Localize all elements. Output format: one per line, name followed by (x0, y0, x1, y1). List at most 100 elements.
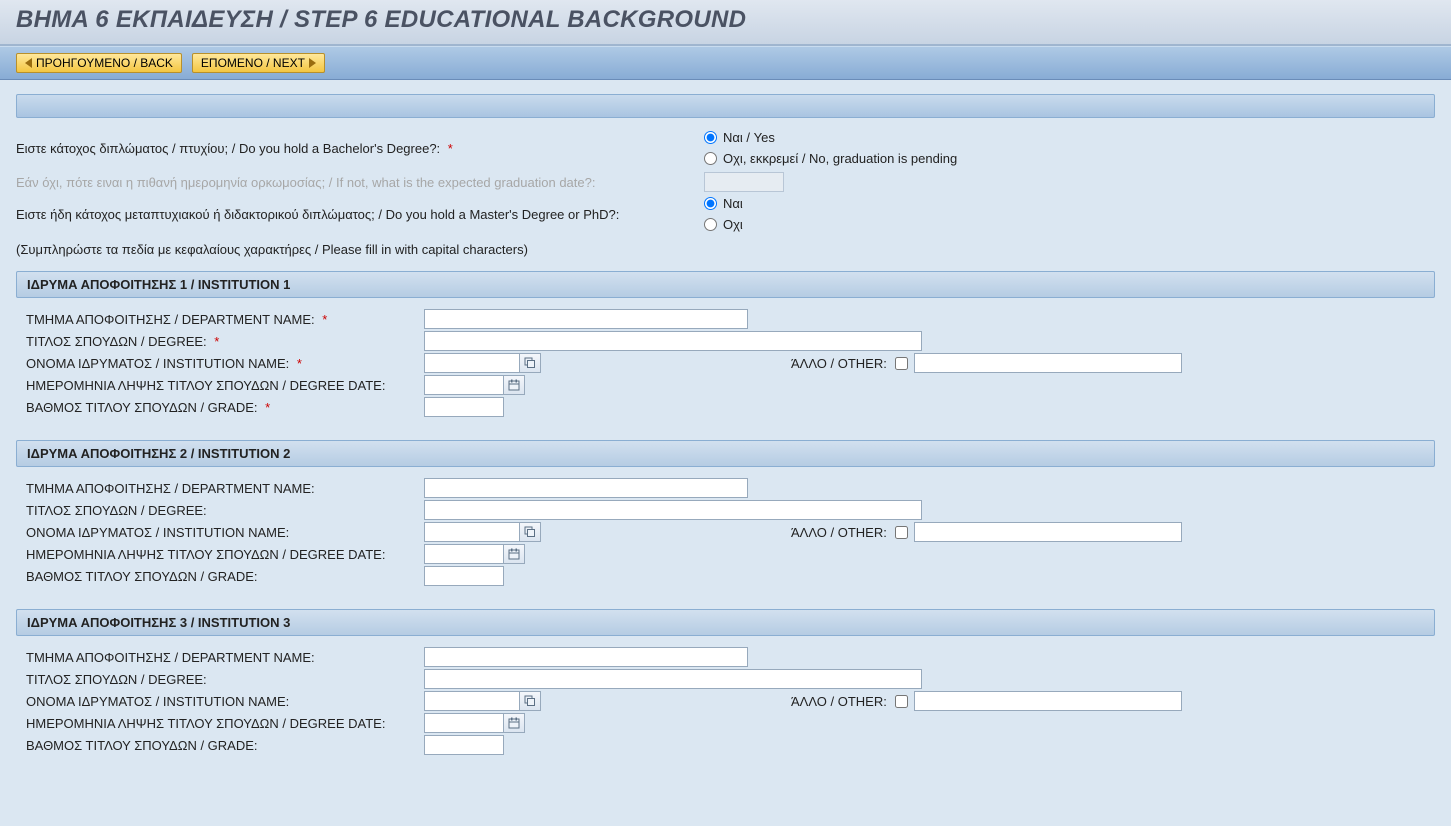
masters-label: Ειστε ήδη κάτοχος μεταπτυχιακού ή διδακτ… (16, 207, 704, 222)
institution-3-header: ΙΔΡΥΜΑ ΑΠΟΦΟΙΤΗΣΗΣ 3 / INSTITUTION 3 (16, 609, 1435, 636)
section-divider (16, 94, 1435, 118)
date-input-1[interactable] (424, 375, 504, 395)
degree-row-1: ΤΙΤΛΟΣ ΣΠΟΥΔΩΝ / DEGREE: * (26, 330, 1425, 352)
bachelor-radios: Ναι / Yes Οχι, εκκρεμεί / No, graduation… (704, 130, 957, 166)
inst-input-2[interactable] (424, 522, 520, 542)
grade-label: ΒΑΘΜΟΣ ΤΙΤΛΟΥ ΣΠΟΥΔΩΝ / GRADE: * (26, 400, 424, 415)
row-bachelor: Ειστε κάτοχος διπλώματος / πτυχίου; / Do… (16, 130, 1435, 166)
back-button-label: ΠΡΟΗΓΟΥΜΕΝΟ / BACK (36, 54, 173, 72)
grade-label: ΒΑΘΜΟΣ ΤΙΤΛΟΥ ΣΠΟΥΔΩΝ / GRADE: (26, 569, 424, 584)
masters-no-option[interactable]: Οχι (704, 217, 743, 232)
degree-input-3[interactable] (424, 669, 922, 689)
inst-label: ΟΝΟΜΑ ΙΔΡΥΜΑΤΟΣ / INSTITUTION NAME: (26, 525, 424, 540)
inst-input-3[interactable] (424, 691, 520, 711)
date-picker-button-2[interactable] (503, 544, 525, 564)
required-marker: * (322, 312, 327, 327)
bachelor-yes-radio[interactable] (704, 131, 717, 144)
institution-2-header: ΙΔΡΥΜΑ ΑΠΟΦΟΙΤΗΣΗΣ 2 / INSTITUTION 2 (16, 440, 1435, 467)
masters-yes-radio[interactable] (704, 197, 717, 210)
arrow-left-icon (25, 58, 32, 68)
calendar-icon (508, 548, 520, 560)
bachelor-yes-option[interactable]: Ναι / Yes (704, 130, 957, 145)
date-picker-button-1[interactable] (503, 375, 525, 395)
date-label: ΗΜΕΡΟΜΗΝΙΑ ΛΗΨΗΣ ΤΙΤΛΟΥ ΣΠΟΥΔΩΝ / DEGREE… (26, 716, 424, 731)
degree-label: ΤΙΤΛΟΣ ΣΠΟΥΔΩΝ / DEGREE: (26, 503, 424, 518)
page-title: ΒΗΜΑ 6 ΕΚΠΑΙΔΕΥΣΗ / STEP 6 EDUCATIONAL B… (16, 6, 1435, 34)
dept-input-3[interactable] (424, 647, 748, 667)
expected-date-input (704, 172, 784, 192)
grade-row-2: ΒΑΘΜΟΣ ΤΙΤΛΟΥ ΣΠΟΥΔΩΝ / GRADE: (26, 565, 1425, 587)
grade-row-1: ΒΑΘΜΟΣ ΤΙΤΛΟΥ ΣΠΟΥΔΩΝ / GRADE: * (26, 396, 1425, 418)
next-button[interactable]: ΕΠΟΜΕΝΟ / NEXT (192, 53, 325, 73)
lookup-icon (524, 695, 536, 707)
grade-input-1[interactable] (424, 397, 504, 417)
inst-lookup-button-1[interactable] (519, 353, 541, 373)
degree-input-2[interactable] (424, 500, 922, 520)
other-input-3[interactable] (914, 691, 1182, 711)
masters-yes-option[interactable]: Ναι (704, 196, 743, 211)
form-body: Ειστε κάτοχος διπλώματος / πτυχίου; / Do… (0, 80, 1451, 810)
inst-lookup-button-3[interactable] (519, 691, 541, 711)
other-checkbox-1[interactable] (895, 357, 908, 370)
bachelor-no-radio[interactable] (704, 152, 717, 165)
other-label: ΆΛΛΟ / OTHER: (791, 525, 887, 540)
grade-input-3[interactable] (424, 735, 504, 755)
arrow-right-icon (309, 58, 316, 68)
other-checkbox-3[interactable] (895, 695, 908, 708)
masters-yes-label: Ναι (723, 196, 743, 211)
masters-no-label: Οχι (723, 217, 743, 232)
required-marker: * (297, 356, 302, 371)
capital-hint: (Συμπληρώστε τα πεδία με κεφαλαίους χαρα… (16, 242, 1435, 257)
bachelor-label: Ειστε κάτοχος διπλώματος / πτυχίου; / Do… (16, 141, 704, 156)
calendar-icon (508, 717, 520, 729)
inst-label: ΟΝΟΜΑ ΙΔΡΥΜΑΤΟΣ / INSTITUTION NAME: (26, 694, 424, 709)
date-input-2[interactable] (424, 544, 504, 564)
grade-label: ΒΑΘΜΟΣ ΤΙΤΛΟΥ ΣΠΟΥΔΩΝ / GRADE: (26, 738, 424, 753)
degree-row-2: ΤΙΤΛΟΣ ΣΠΟΥΔΩΝ / DEGREE: (26, 499, 1425, 521)
bachelor-no-label: Οχι, εκκρεμεί / No, graduation is pendin… (723, 151, 957, 166)
degree-input-1[interactable] (424, 331, 922, 351)
other-checkbox-2[interactable] (895, 526, 908, 539)
date-label: ΗΜΕΡΟΜΗΝΙΑ ΛΗΨΗΣ ΤΙΤΛΟΥ ΣΠΟΥΔΩΝ / DEGREE… (26, 547, 424, 562)
date-row-3: ΗΜΕΡΟΜΗΝΙΑ ΛΗΨΗΣ ΤΙΤΛΟΥ ΣΠΟΥΔΩΝ / DEGREE… (26, 712, 1425, 734)
degree-label: ΤΙΤΛΟΣ ΣΠΟΥΔΩΝ / DEGREE: (26, 672, 424, 687)
degree-row-3: ΤΙΤΛΟΣ ΣΠΟΥΔΩΝ / DEGREE: (26, 668, 1425, 690)
date-row-2: ΗΜΕΡΟΜΗΝΙΑ ΛΗΨΗΣ ΤΙΤΛΟΥ ΣΠΟΥΔΩΝ / DEGREE… (26, 543, 1425, 565)
inst-row-1: ΟΝΟΜΑ ΙΔΡΥΜΑΤΟΣ / INSTITUTION NAME: * ΆΛ… (26, 352, 1425, 374)
row-expected-date: Εάν όχι, πότε ειναι η πιθανή ημερομηνία … (16, 172, 1435, 192)
inst-row-3: ΟΝΟΜΑ ΙΔΡΥΜΑΤΟΣ / INSTITUTION NAME: ΆΛΛΟ… (26, 690, 1425, 712)
dept-input-1[interactable] (424, 309, 748, 329)
date-picker-button-3[interactable] (503, 713, 525, 733)
bachelor-yes-label: Ναι / Yes (723, 130, 775, 145)
dept-label: ΤΜΗΜΑ ΑΠΟΦΟΙΤΗΣΗΣ / DEPARTMENT NAME: (26, 650, 424, 665)
dept-label: ΤΜΗΜΑ ΑΠΟΦΟΙΤΗΣΗΣ / DEPARTMENT NAME: (26, 481, 424, 496)
institution-1-body: ΤΜΗΜΑ ΑΠΟΦΟΙΤΗΣΗΣ / DEPARTMENT NAME: * Τ… (16, 298, 1435, 432)
grade-input-2[interactable] (424, 566, 504, 586)
title-bar: ΒΗΜΑ 6 ΕΚΠΑΙΔΕΥΣΗ / STEP 6 EDUCATIONAL B… (0, 0, 1451, 46)
institution-2-body: ΤΜΗΜΑ ΑΠΟΦΟΙΤΗΣΗΣ / DEPARTMENT NAME: ΤΙΤ… (16, 467, 1435, 601)
dept-input-2[interactable] (424, 478, 748, 498)
institution-1-header: ΙΔΡΥΜΑ ΑΠΟΦΟΙΤΗΣΗΣ 1 / INSTITUTION 1 (16, 271, 1435, 298)
other-input-2[interactable] (914, 522, 1182, 542)
masters-radios: Ναι Οχι (704, 196, 743, 232)
date-row-1: ΗΜΕΡΟΜΗΝΙΑ ΛΗΨΗΣ ΤΙΤΛΟΥ ΣΠΟΥΔΩΝ / DEGREE… (26, 374, 1425, 396)
required-marker: * (448, 141, 453, 156)
back-button[interactable]: ΠΡΟΗΓΟΥΜΕΝΟ / BACK (16, 53, 182, 73)
inst-input-1[interactable] (424, 353, 520, 373)
institution-3-body: ΤΜΗΜΑ ΑΠΟΦΟΙΤΗΣΗΣ / DEPARTMENT NAME: ΤΙΤ… (16, 636, 1435, 770)
bachelor-no-option[interactable]: Οχι, εκκρεμεί / No, graduation is pendin… (704, 151, 957, 166)
lookup-icon (524, 526, 536, 538)
next-button-label: ΕΠΟΜΕΝΟ / NEXT (201, 54, 305, 72)
masters-no-radio[interactable] (704, 218, 717, 231)
inst-lookup-button-2[interactable] (519, 522, 541, 542)
date-input-3[interactable] (424, 713, 504, 733)
other-input-1[interactable] (914, 353, 1182, 373)
dept-row-3: ΤΜΗΜΑ ΑΠΟΦΟΙΤΗΣΗΣ / DEPARTMENT NAME: (26, 646, 1425, 668)
other-label: ΆΛΛΟ / OTHER: (791, 694, 887, 709)
dept-label: ΤΜΗΜΑ ΑΠΟΦΟΙΤΗΣΗΣ / DEPARTMENT NAME: * (26, 312, 424, 327)
date-label: ΗΜΕΡΟΜΗΝΙΑ ΛΗΨΗΣ ΤΙΤΛΟΥ ΣΠΟΥΔΩΝ / DEGREE… (26, 378, 424, 393)
nav-bar: ΠΡΟΗΓΟΥΜΕΝΟ / BACK ΕΠΟΜΕΝΟ / NEXT (0, 46, 1451, 80)
required-marker: * (214, 334, 219, 349)
calendar-icon (508, 379, 520, 391)
inst-label: ΟΝΟΜΑ ΙΔΡΥΜΑΤΟΣ / INSTITUTION NAME: * (26, 356, 424, 371)
